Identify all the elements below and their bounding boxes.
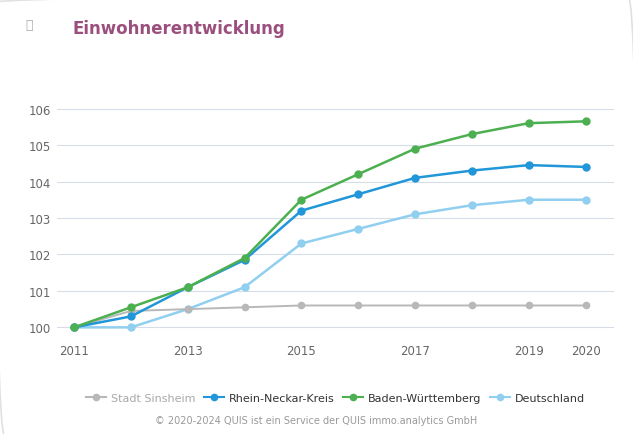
Text: 👥: 👥 — [25, 19, 33, 32]
Text: Einwohnerentwicklung: Einwohnerentwicklung — [73, 20, 285, 37]
Text: © 2020-2024 QUIS ist ein Service der QUIS immo.analytics GmbH: © 2020-2024 QUIS ist ein Service der QUI… — [155, 415, 478, 425]
Legend: Stadt Sinsheim, Rhein-Neckar-Kreis, Baden-Württemberg, Deutschland: Stadt Sinsheim, Rhein-Neckar-Kreis, Bade… — [82, 388, 589, 407]
